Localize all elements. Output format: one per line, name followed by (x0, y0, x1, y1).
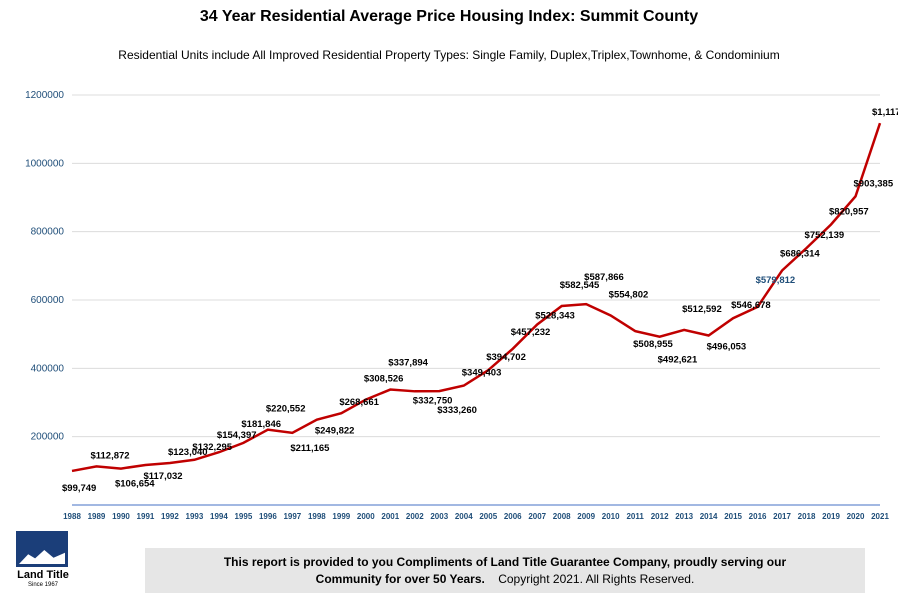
x-tick-label: 2020 (847, 512, 865, 521)
x-tick-label: 1999 (332, 512, 350, 521)
footer-copyright: Copyright 2021. All Rights Reserved. (498, 572, 694, 586)
data-label: $1,117,682 (872, 107, 898, 118)
x-tick-label: 2001 (381, 512, 399, 521)
line-chart: 200000 400000 600000 800000 1000000 1200000 19… (0, 80, 898, 540)
x-tick-label: 2017 (773, 512, 791, 521)
data-label: $508,955 (633, 339, 673, 350)
data-label: $546,678 (731, 300, 771, 311)
x-tick-label: 1989 (88, 512, 106, 521)
data-label: $268,661 (339, 397, 379, 408)
x-tick-label: 1998 (308, 512, 326, 521)
land-title-logo: Land Title Since 1967 (8, 531, 78, 591)
data-label: $903,385 (854, 178, 894, 189)
chart-area: 200000 400000 600000 800000 1000000 1200000 19… (0, 80, 898, 540)
x-tick-label: 2012 (651, 512, 669, 521)
x-tick-label: 1995 (234, 512, 252, 521)
data-label: $528,343 (535, 310, 575, 321)
footer-line2: Community for over 50 Years. Copyright 2… (316, 571, 695, 587)
data-label: $211,165 (290, 443, 330, 454)
data-label: $249,822 (315, 426, 355, 437)
data-label: $496,053 (707, 342, 747, 353)
x-tick-label: 2013 (675, 512, 693, 521)
x-tick-label: 2011 (626, 512, 644, 521)
x-tick-label: 2009 (577, 512, 595, 521)
x-tick-label: 2021 (871, 512, 889, 521)
x-tick-label: 1988 (63, 512, 81, 521)
data-label: $820,957 (829, 207, 869, 218)
data-label: $132,295 (192, 442, 232, 453)
price-line (72, 123, 880, 471)
x-tick-label: 2008 (553, 512, 571, 521)
x-tick-label: 2004 (455, 512, 473, 521)
page: 34 Year Residential Average Price Housin… (0, 0, 898, 605)
x-tick-label: 1996 (259, 512, 277, 521)
x-tick-label: 2018 (798, 512, 816, 521)
logo-mark (16, 531, 68, 567)
data-label: $220,552 (266, 404, 306, 415)
data-label: $181,846 (241, 419, 281, 430)
data-label: $457,232 (511, 327, 551, 338)
x-tick-label: 2014 (700, 512, 718, 521)
y-tick-label: 1000000 (25, 158, 64, 169)
data-label: $752,139 (805, 230, 845, 241)
footer-attribution: This report is provided to you Complimen… (145, 548, 865, 593)
x-tick-label: 2010 (602, 512, 620, 521)
data-label: $112,872 (90, 450, 129, 461)
y-tick-label: 600000 (31, 295, 65, 306)
data-label: $554,802 (609, 289, 649, 300)
data-label: $99,749 (62, 483, 96, 494)
x-tick-label: 2007 (528, 512, 546, 521)
x-tick-label: 1992 (161, 512, 179, 521)
data-label: $394,702 (486, 352, 526, 363)
data-label: $686,314 (780, 249, 820, 260)
y-tick-label: 1200000 (25, 90, 64, 101)
data-label: $154,397 (217, 430, 257, 441)
footer-line1: This report is provided to you Complimen… (224, 554, 786, 570)
y-tick-label: 400000 (31, 363, 65, 374)
logo-text: Land Title (8, 569, 78, 581)
x-tick-label: 2000 (357, 512, 375, 521)
y-tick-label: 800000 (31, 227, 65, 238)
x-tick-label: 2005 (479, 512, 497, 521)
x-tick-label: 2002 (406, 512, 424, 521)
x-tick-label: 2015 (724, 512, 742, 521)
data-label: $579,812 (756, 275, 796, 286)
y-tick-label: 200000 (31, 432, 65, 443)
data-label: $337,894 (388, 358, 428, 369)
footer-line2a: Community for over 50 Years. (316, 572, 485, 586)
logo-since: Since 1967 (8, 582, 78, 588)
data-label: $333,260 (437, 405, 477, 416)
mountain-icon (19, 550, 65, 564)
x-tick-label: 1993 (186, 512, 204, 521)
data-label: $117,032 (143, 471, 182, 482)
x-tick-label: 2016 (749, 512, 767, 521)
data-label: $587,866 (584, 272, 624, 283)
x-tick-label: 2006 (504, 512, 522, 521)
chart-title: 34 Year Residential Average Price Housin… (0, 8, 898, 26)
x-tick-label: 1997 (283, 512, 301, 521)
x-tick-label: 1994 (210, 512, 228, 521)
x-tick-label: 1990 (112, 512, 130, 521)
chart-subtitle: Residential Units include All Improved R… (0, 48, 898, 62)
x-tick-label: 2019 (822, 512, 840, 521)
data-label: $512,592 (682, 304, 722, 315)
x-tick-label: 1991 (137, 512, 155, 521)
x-tick-label: 2003 (430, 512, 448, 521)
data-label: $349,403 (462, 368, 502, 379)
data-label: $308,526 (364, 374, 404, 385)
data-label: $492,621 (658, 355, 698, 366)
